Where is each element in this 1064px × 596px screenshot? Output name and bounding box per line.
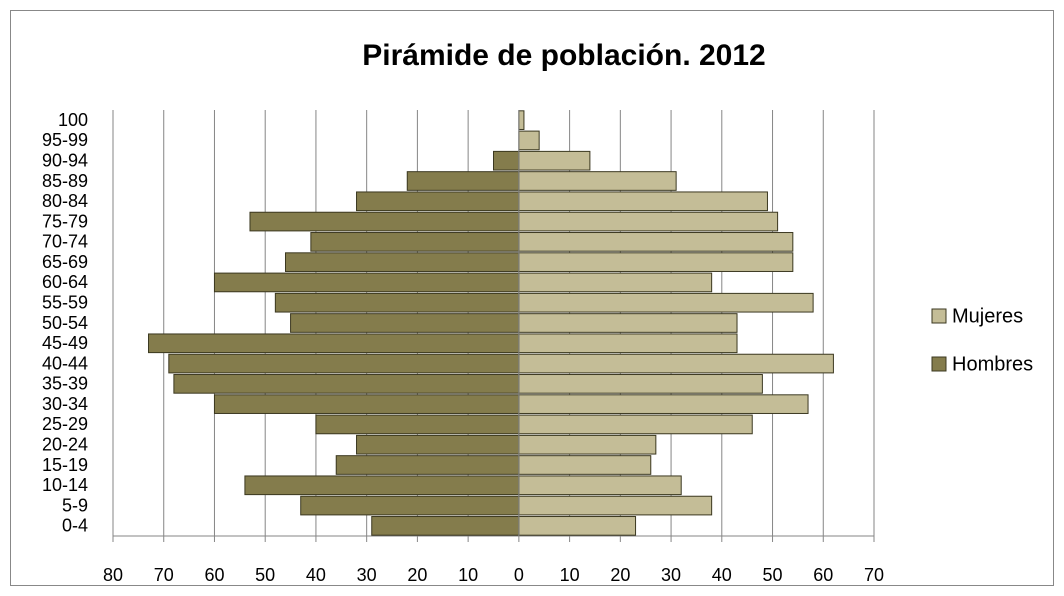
bar bbox=[148, 333, 520, 354]
bar bbox=[518, 394, 809, 414]
x-tick-label: 20 bbox=[610, 565, 630, 585]
y-tick-label: 70-74 bbox=[42, 232, 88, 252]
y-tick-label: 75-79 bbox=[42, 211, 88, 231]
y-tick-label: 10-14 bbox=[42, 475, 88, 495]
bar bbox=[356, 191, 520, 212]
bar bbox=[371, 516, 520, 536]
y-tick-label: 15-19 bbox=[42, 455, 88, 475]
bar bbox=[213, 272, 520, 293]
y-tick-label: 20-24 bbox=[42, 434, 88, 454]
bar bbox=[356, 434, 520, 455]
y-tick-label: 85-89 bbox=[42, 171, 88, 191]
bar bbox=[310, 232, 520, 252]
bar bbox=[274, 292, 520, 313]
bar bbox=[518, 191, 768, 212]
bar bbox=[518, 211, 779, 232]
x-tick-label: 60 bbox=[813, 565, 833, 585]
legend-swatch bbox=[931, 308, 947, 324]
legend-label: Mujeres bbox=[952, 305, 1023, 327]
bar bbox=[518, 292, 814, 313]
bar bbox=[300, 495, 520, 516]
bar bbox=[406, 171, 520, 191]
y-tick-label: 95-99 bbox=[42, 130, 88, 150]
bar bbox=[518, 252, 794, 272]
bar bbox=[518, 414, 753, 435]
y-tick-label: 55-59 bbox=[42, 292, 88, 312]
x-tick-label: 50 bbox=[255, 565, 275, 585]
chart-title: Pirámide de población. 2012 bbox=[362, 39, 765, 72]
x-tick-label: 30 bbox=[357, 565, 377, 585]
bar bbox=[518, 374, 763, 394]
bar bbox=[518, 333, 738, 354]
bar bbox=[518, 232, 794, 252]
x-tick-label: 40 bbox=[306, 565, 326, 585]
legend-label: Hombres bbox=[952, 353, 1033, 375]
bar bbox=[518, 272, 713, 293]
bar bbox=[315, 414, 520, 435]
y-tick-label: 50-54 bbox=[42, 313, 88, 333]
y-tick-label: 65-69 bbox=[42, 252, 88, 272]
legend-swatch bbox=[931, 356, 947, 372]
bar bbox=[244, 475, 520, 496]
y-tick-label: 0-4 bbox=[62, 516, 88, 536]
bar bbox=[518, 313, 738, 333]
bar bbox=[518, 150, 591, 171]
x-tick-label: 60 bbox=[204, 565, 224, 585]
y-tick-label: 30-34 bbox=[42, 394, 88, 414]
bar bbox=[290, 313, 520, 333]
y-tick-label: 5-9 bbox=[62, 495, 88, 515]
bar bbox=[518, 475, 682, 496]
bar bbox=[518, 110, 525, 130]
x-tick-label: 50 bbox=[763, 565, 783, 585]
x-tick-label: 20 bbox=[407, 565, 427, 585]
bar bbox=[518, 353, 834, 374]
y-tick-label: 40-44 bbox=[42, 353, 88, 373]
bar bbox=[335, 455, 520, 475]
x-tick-label: 10 bbox=[560, 565, 580, 585]
x-tick-label: 70 bbox=[154, 565, 174, 585]
bar bbox=[518, 516, 637, 536]
bar bbox=[173, 374, 520, 394]
x-tick-label: 80 bbox=[103, 565, 123, 585]
x-tick-label: 10 bbox=[458, 565, 478, 585]
y-tick-label: 35-39 bbox=[42, 374, 88, 394]
x-tick-label: 40 bbox=[712, 565, 732, 585]
y-tick-label: 100 bbox=[58, 110, 88, 130]
bar bbox=[518, 130, 540, 151]
y-tick-label: 90-94 bbox=[42, 150, 88, 170]
bar bbox=[213, 394, 520, 414]
x-tick-label: 0 bbox=[514, 565, 524, 585]
bar bbox=[518, 171, 677, 191]
bar bbox=[493, 150, 520, 171]
x-tick-label: 70 bbox=[864, 565, 884, 585]
bar bbox=[518, 455, 652, 475]
bar bbox=[518, 495, 713, 516]
bar bbox=[168, 353, 520, 374]
y-tick-label: 45-49 bbox=[42, 333, 88, 353]
bar bbox=[284, 252, 520, 272]
x-tick-label: 30 bbox=[661, 565, 681, 585]
bar bbox=[518, 434, 657, 455]
y-tick-label: 25-29 bbox=[42, 414, 88, 434]
y-tick-label: 60-64 bbox=[42, 272, 88, 292]
bar bbox=[249, 211, 520, 232]
y-tick-label: 80-84 bbox=[42, 191, 88, 211]
